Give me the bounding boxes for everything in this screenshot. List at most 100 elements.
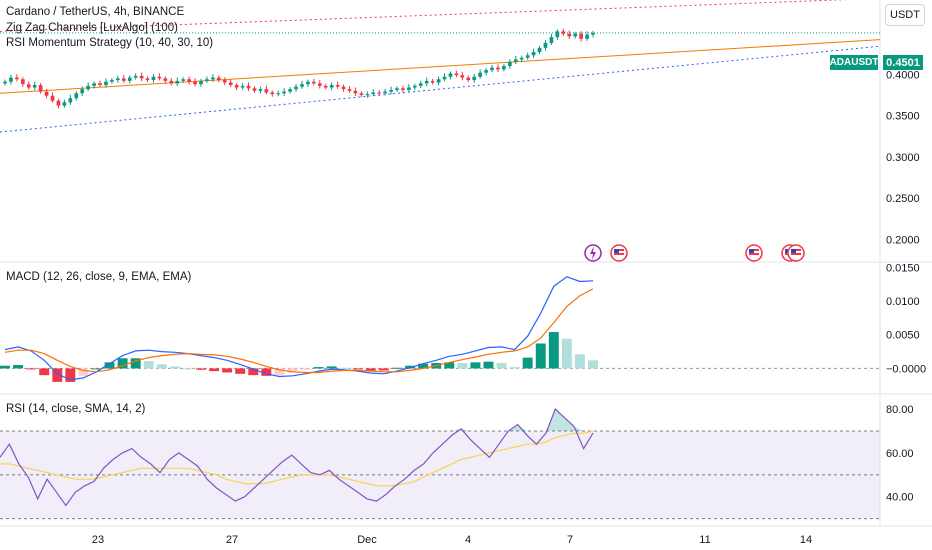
candle-body (448, 73, 453, 77)
candle-body (294, 86, 298, 90)
candle-body (436, 79, 441, 83)
macd-histogram-bar (104, 362, 115, 369)
candle-body (383, 91, 387, 94)
macd-histogram-bar (235, 368, 246, 374)
candle-body (466, 77, 471, 81)
candle-body (26, 84, 31, 88)
candle-body (74, 93, 79, 99)
flag-stripe-icon (791, 253, 801, 255)
candle-body (145, 78, 150, 81)
flag-canton-icon (791, 249, 796, 253)
macd-histogram-bar (78, 368, 89, 376)
candle-body (442, 76, 447, 80)
candle-body (496, 67, 500, 70)
rsi-tick-label: 40.00 (886, 492, 914, 504)
candle-body (193, 81, 197, 85)
candle-body (68, 98, 73, 103)
macd-histogram-bar (117, 358, 128, 369)
candle-body (240, 85, 245, 88)
channel-mid-line (0, 39, 881, 94)
rsi-legend[interactable]: RSI (14, close, SMA, 14, 2) (6, 403, 146, 415)
candle-body (258, 89, 263, 91)
macd-histogram-bar (52, 368, 63, 382)
macd-histogram-bar (143, 361, 154, 369)
candle-body (264, 89, 269, 93)
macd-histogram-bar (222, 368, 233, 373)
candle-body (418, 83, 423, 86)
macd-histogram-bar (261, 368, 272, 376)
ticker-tag: ADAUSDT (829, 55, 879, 70)
candle-body (543, 42, 548, 48)
candle-body (389, 89, 393, 92)
price-tick-label: 0.2000 (886, 234, 920, 246)
zigzag-indicator-label[interactable]: Zig Zag Channels [LuxAlgo] (100) (6, 22, 178, 34)
candle-body (133, 75, 138, 78)
candle-body (531, 52, 536, 56)
rsi-line (0, 408, 594, 507)
macd-histogram-bar (535, 343, 546, 369)
time-tick-label: 23 (92, 534, 104, 546)
price-tick-label: 0.4000 (886, 69, 920, 81)
macd-histogram-bar (352, 368, 363, 370)
macd-tick-label: 0.0150 (886, 262, 920, 274)
candle-body (276, 93, 281, 95)
candle-body (116, 78, 120, 81)
macd-histogram-bar (457, 363, 468, 369)
candle-body (181, 79, 186, 81)
candle-body (454, 73, 459, 76)
price-tick-label: 0.3500 (886, 111, 920, 123)
macd-histogram-bar (365, 368, 376, 371)
macd-histogram-bar (13, 365, 24, 369)
candle-body (187, 79, 191, 82)
rsi-strategy-label[interactable]: RSI Momentum Strategy (10, 40, 30, 10) (6, 37, 214, 49)
candle-body (216, 77, 221, 81)
candle-body (234, 85, 239, 88)
macd-histogram-bar (444, 362, 455, 369)
currency-button[interactable]: USDT (885, 4, 925, 26)
candle-body (127, 77, 132, 81)
price-tick-label: 0.2500 (886, 193, 920, 205)
time-tick-label: Dec (357, 534, 377, 546)
time-tick-label: 4 (465, 534, 471, 546)
candle-body (573, 33, 578, 37)
candle-body (110, 80, 114, 82)
candle-body (484, 70, 488, 73)
macd-histogram-bar (418, 363, 429, 369)
macd-signal-line (4, 288, 594, 374)
flash-icon (590, 246, 596, 260)
macd-histogram-bar (561, 338, 572, 369)
candle-body (288, 89, 292, 92)
flag-stripe-icon (614, 253, 624, 255)
macd-histogram-bar (130, 358, 141, 369)
candle-body (317, 83, 322, 86)
macd-histogram-bar (287, 368, 298, 373)
candle-body (347, 89, 352, 91)
time-tick-label: 27 (226, 534, 238, 546)
candle-body (38, 85, 43, 92)
candle-body (460, 75, 465, 78)
channel-upper-line (0, 0, 850, 32)
macd-legend[interactable]: MACD (12, 26, close, 9, EMA, EMA) (6, 271, 192, 283)
candle-body (537, 47, 542, 52)
candle-body (508, 61, 512, 67)
macd-histogram-bar (339, 367, 350, 369)
candle-body (353, 90, 358, 94)
candle-body (401, 88, 405, 90)
time-tick-label: 7 (567, 534, 573, 546)
macd-histogram-bar (274, 368, 285, 376)
macd-histogram-bar (0, 365, 10, 369)
candle-body (139, 75, 144, 79)
flag-canton-icon (614, 249, 619, 253)
candle-body (549, 37, 554, 43)
candle-body (157, 76, 162, 79)
candle-body (365, 94, 370, 96)
candle-body (62, 102, 67, 106)
time-tick-label: 14 (800, 534, 812, 546)
candle-body (92, 83, 96, 86)
macd-histogram-bar (548, 332, 559, 369)
macd-histogram-bar (496, 363, 507, 369)
candle-body (323, 85, 328, 88)
candle-body (80, 89, 85, 94)
candle-body (252, 88, 257, 91)
